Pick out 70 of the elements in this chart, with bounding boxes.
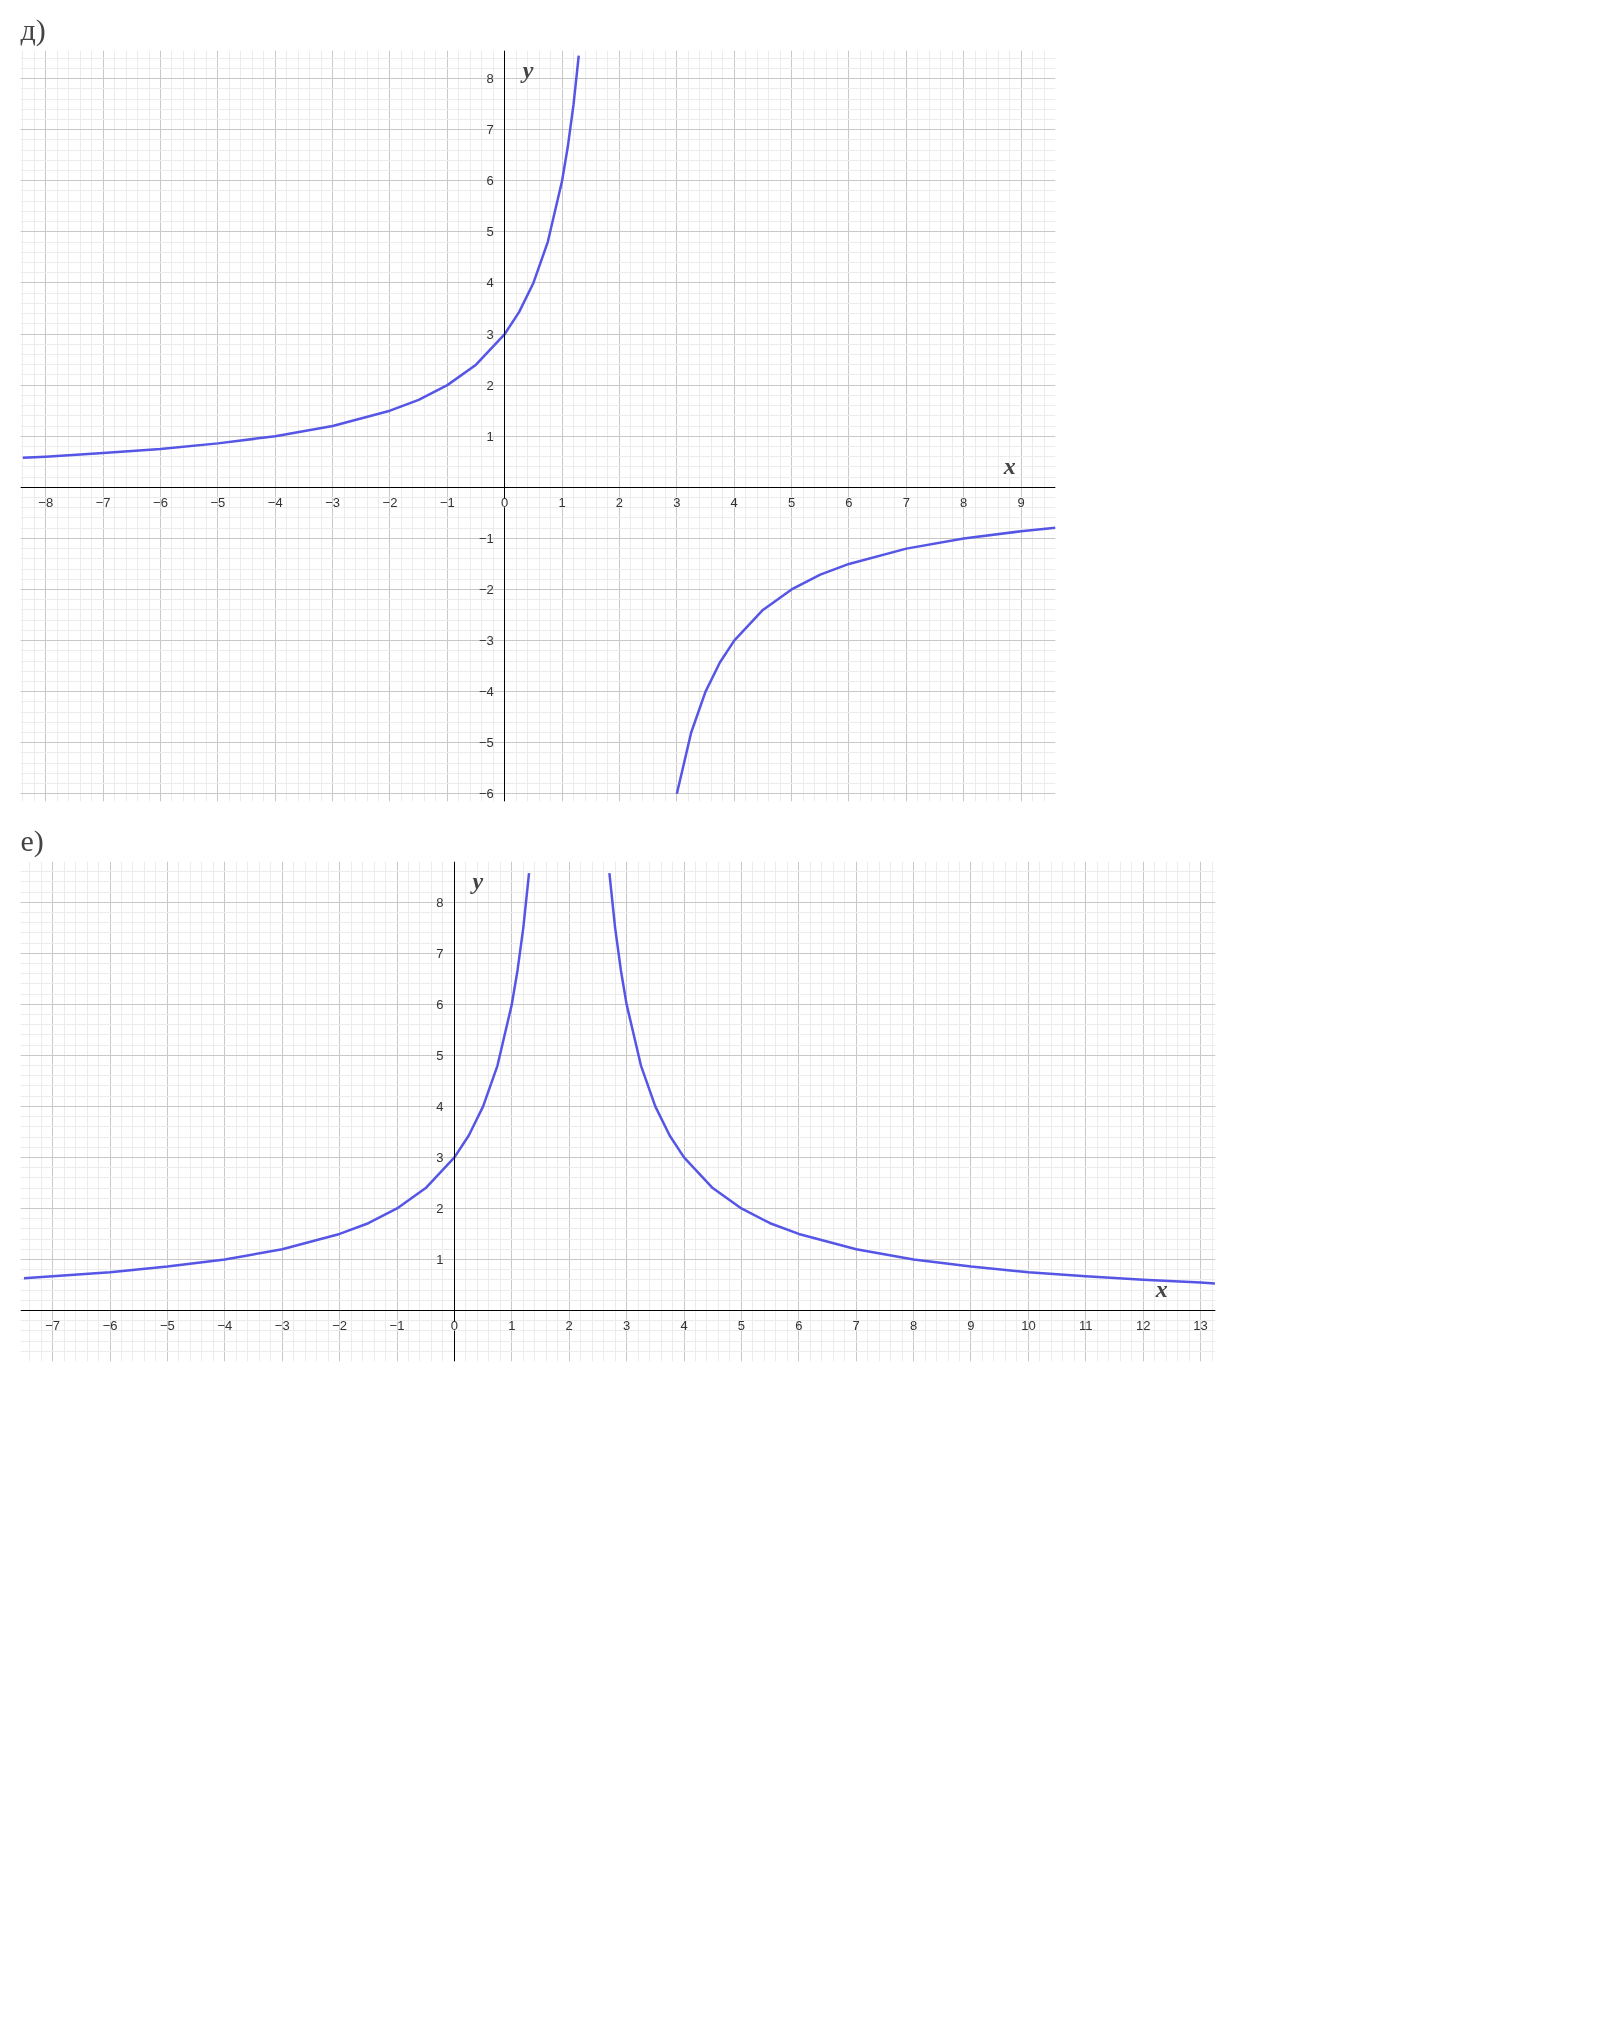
y-tick-label: 8 bbox=[486, 71, 494, 87]
x-tick-label: 9 bbox=[967, 1318, 975, 1334]
x-axis-title: x bbox=[1002, 453, 1016, 480]
y-tick-label: 1 bbox=[486, 428, 494, 444]
y-tick-label: 2 bbox=[436, 1200, 444, 1216]
y-tick-label: 7 bbox=[486, 122, 494, 138]
y-axis-title: y bbox=[519, 56, 534, 83]
y-tick-label: 5 bbox=[486, 224, 494, 240]
y-tick-label: 2 bbox=[486, 377, 494, 393]
x-tick-label: 4 bbox=[730, 495, 738, 511]
x-tick-label: −4 bbox=[267, 495, 283, 511]
x-tick-label: −3 bbox=[274, 1318, 290, 1334]
y-tick-label: 6 bbox=[486, 173, 494, 189]
x-tick-label: 7 bbox=[902, 495, 910, 511]
y-tick-label: 3 bbox=[486, 326, 494, 342]
x-tick-label: 1 bbox=[558, 495, 566, 511]
line-series bbox=[608, 871, 1216, 1285]
x-tick-label: 6 bbox=[845, 495, 853, 511]
y-tick-label: −5 bbox=[478, 735, 494, 751]
y-tick-label: −3 bbox=[478, 633, 494, 649]
x-tick-label: −5 bbox=[160, 1318, 175, 1334]
x-tick-label: 4 bbox=[680, 1318, 688, 1334]
y-axis-title: y bbox=[469, 867, 484, 894]
y-tick-label: 8 bbox=[436, 894, 444, 910]
x-tick-label: −5 bbox=[210, 495, 226, 511]
x-tick-label: −2 bbox=[332, 1318, 348, 1334]
y-tick-label: −6 bbox=[478, 786, 494, 802]
y-tick-label: −2 bbox=[478, 581, 494, 597]
x-tick-label: −6 bbox=[153, 495, 168, 511]
y-tick-label: −1 bbox=[478, 530, 494, 546]
x-tick-label: 11 bbox=[1079, 1318, 1093, 1334]
x-tick-label: 13 bbox=[1193, 1318, 1208, 1334]
x-tick-label: −2 bbox=[382, 495, 398, 511]
x-tick-label: 12 bbox=[1135, 1318, 1151, 1334]
y-tick-label: 4 bbox=[486, 275, 494, 291]
x-tick-label: 2 bbox=[615, 495, 624, 511]
x-tick-label: −7 bbox=[95, 495, 111, 511]
y-tick-label: 6 bbox=[436, 996, 444, 1012]
y-tick-label: 1 bbox=[436, 1251, 444, 1267]
x-tick-label: 7 bbox=[852, 1318, 860, 1334]
x-tick-label: 0 bbox=[501, 495, 509, 511]
line-series bbox=[675, 526, 1056, 796]
x-tick-label: 5 bbox=[737, 1318, 746, 1334]
y-tick-label: 7 bbox=[436, 945, 444, 961]
x-axis-title: x bbox=[1154, 1276, 1168, 1303]
y-tick-label: −4 bbox=[478, 684, 494, 700]
x-tick-label: 6 bbox=[795, 1318, 803, 1334]
y-tick-label: 4 bbox=[436, 1098, 444, 1114]
chart-title: д) bbox=[20, 12, 46, 47]
x-tick-label: 3 bbox=[673, 495, 681, 511]
line-series bbox=[21, 54, 580, 459]
x-tick-label: 0 bbox=[450, 1318, 459, 1334]
x-tick-label: 1 bbox=[508, 1318, 516, 1334]
y-tick-label: 3 bbox=[436, 1149, 444, 1165]
x-tick-label: −7 bbox=[45, 1318, 61, 1334]
x-tick-label: −6 bbox=[102, 1318, 118, 1334]
x-tick-label: 10 bbox=[1021, 1318, 1036, 1334]
x-tick-label: −3 bbox=[325, 495, 341, 511]
x-tick-label: −8 bbox=[38, 495, 54, 511]
x-tick-label: 5 bbox=[787, 495, 796, 511]
x-tick-label: −1 bbox=[389, 1318, 405, 1334]
x-tick-label: 2 bbox=[565, 1318, 573, 1334]
x-tick-label: −4 bbox=[217, 1318, 233, 1334]
y-tick-label: 5 bbox=[436, 1047, 444, 1063]
x-tick-label: 9 bbox=[1017, 495, 1025, 511]
x-tick-label: 8 bbox=[960, 495, 968, 511]
x-tick-label: 3 bbox=[622, 1318, 631, 1334]
chart-title: е) bbox=[20, 823, 44, 858]
x-tick-label: 8 bbox=[909, 1318, 918, 1334]
line-series bbox=[22, 871, 531, 1280]
